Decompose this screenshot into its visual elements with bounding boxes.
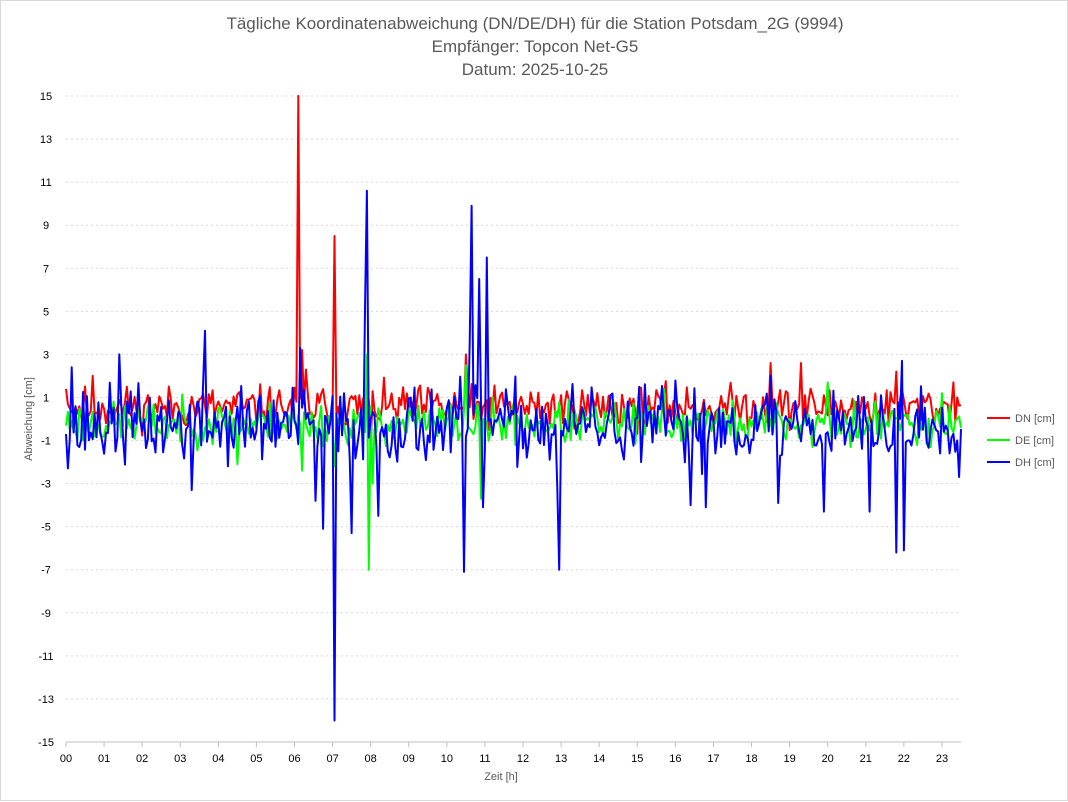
x-tick-label: 05 bbox=[250, 753, 262, 765]
y-tick-label: -1 bbox=[41, 436, 51, 448]
x-tick-label: 17 bbox=[707, 753, 719, 765]
x-tick-label: 10 bbox=[441, 753, 453, 765]
y-tick-label: 1 bbox=[43, 392, 49, 404]
chart-title-line-3: Datum: 2025-10-25 bbox=[462, 60, 608, 79]
legend-label-dn: DN [cm] bbox=[1015, 413, 1055, 425]
x-tick-label: 19 bbox=[783, 753, 795, 765]
legend-label-dh: DH [cm] bbox=[1015, 457, 1055, 469]
y-tick-label: -5 bbox=[41, 522, 51, 534]
y-tick-label: -15 bbox=[38, 737, 54, 749]
plot-area bbox=[65, 95, 962, 722]
y-tick-label: 13 bbox=[40, 134, 52, 146]
y-tick-label: -13 bbox=[38, 694, 54, 706]
x-tick-label: 23 bbox=[936, 753, 948, 765]
y-tick-label: -11 bbox=[38, 651, 53, 663]
x-axis-title: Zeit [h] bbox=[484, 771, 518, 783]
y-tick-label: 3 bbox=[43, 349, 49, 361]
y-tick-label: -9 bbox=[41, 608, 51, 620]
x-tick-label: 20 bbox=[822, 753, 834, 765]
series-line-de bbox=[65, 353, 962, 571]
x-tick-label: 03 bbox=[174, 753, 186, 765]
y-tick-label: 9 bbox=[43, 220, 49, 232]
x-axis-ticks: 00 01 02 03 04 05 06 07 08 09 10 11 12 13 14 15 16 17 18 19… bbox=[60, 742, 948, 765]
y-tick-label: -7 bbox=[41, 565, 51, 577]
chart-title-line-2: Empfänger: Topcon Net-G5 bbox=[432, 37, 639, 56]
y-tick-label: 15 bbox=[40, 91, 52, 103]
y-axis-title: Abweichung [cm] bbox=[23, 377, 35, 461]
x-tick-label: 13 bbox=[555, 753, 567, 765]
x-tick-label: 09 bbox=[403, 753, 415, 765]
x-tick-label: 15 bbox=[631, 753, 643, 765]
x-tick-label: 16 bbox=[669, 753, 681, 765]
y-tick-label: -3 bbox=[41, 479, 51, 491]
x-tick-label: 07 bbox=[326, 753, 338, 765]
gridlines bbox=[66, 95, 961, 700]
x-tick-label: 04 bbox=[212, 753, 224, 765]
y-tick-label: 7 bbox=[43, 263, 49, 275]
y-tick-label: 11 bbox=[40, 177, 51, 189]
x-tick-label: 12 bbox=[517, 753, 529, 765]
x-tick-label: 02 bbox=[136, 753, 148, 765]
x-tick-label: 18 bbox=[745, 753, 757, 765]
x-tick-label: 00 bbox=[60, 753, 72, 765]
x-tick-label: 21 bbox=[860, 753, 872, 765]
x-tick-label: 22 bbox=[898, 753, 910, 765]
chart-title: Tägliche Koordinatenabweichung (DN/DE/DH… bbox=[226, 14, 843, 79]
x-tick-label: 08 bbox=[365, 753, 377, 765]
y-tick-label: 5 bbox=[43, 306, 49, 318]
series-line-dh bbox=[65, 189, 962, 722]
x-tick-label: 14 bbox=[593, 753, 605, 765]
x-tick-label: 06 bbox=[288, 753, 300, 765]
legend-label-de: DE [cm] bbox=[1015, 435, 1054, 447]
chart-title-line-1: Tägliche Koordinatenabweichung (DN/DE/DH… bbox=[226, 14, 843, 33]
x-tick-label: 01 bbox=[98, 753, 110, 765]
x-tick-label: 11 bbox=[479, 753, 490, 765]
legend: DN [cm] DE [cm] DH [cm] bbox=[987, 413, 1055, 469]
y-axis-ticks: 15 13 11 9 7 5 3 1 -1 -3 -5 -7 -9 -11 -13 -15 bbox=[38, 91, 54, 749]
